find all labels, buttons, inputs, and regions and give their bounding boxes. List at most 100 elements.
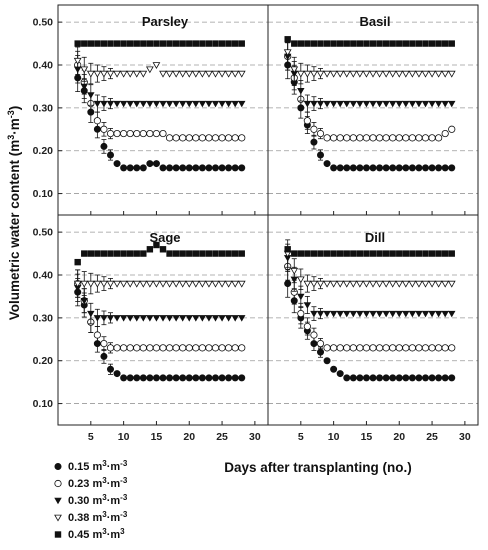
data-point	[408, 134, 416, 142]
series-0.15	[284, 269, 456, 382]
data-point	[349, 70, 358, 78]
data-point	[356, 134, 364, 142]
data-point	[356, 344, 364, 352]
data-point	[172, 70, 181, 78]
data-point	[212, 250, 219, 257]
data-point	[93, 315, 102, 322]
data-point	[395, 70, 404, 78]
data-point	[159, 100, 167, 108]
data-point	[192, 344, 200, 352]
data-point	[126, 164, 134, 172]
data-point	[86, 70, 95, 78]
data-point	[139, 280, 148, 288]
data-point	[166, 40, 173, 47]
data-point	[421, 280, 430, 288]
data-point	[179, 344, 187, 352]
data-point	[389, 134, 397, 142]
data-point	[336, 164, 344, 172]
data-point	[402, 134, 410, 142]
legend-marker	[54, 479, 62, 488]
data-point	[402, 344, 410, 352]
y-tick-label: 0.30	[33, 102, 54, 114]
data-point	[408, 280, 417, 288]
data-point	[87, 250, 95, 257]
data-point	[349, 374, 357, 382]
series-0.23	[284, 42, 456, 142]
series-0.23	[284, 252, 456, 352]
data-point	[225, 250, 232, 257]
data-point	[435, 344, 443, 352]
data-point	[231, 40, 239, 47]
data-point	[316, 129, 325, 138]
data-point	[179, 250, 186, 257]
data-point	[303, 302, 312, 309]
data-point	[145, 66, 154, 74]
data-point	[402, 374, 410, 382]
data-point	[435, 40, 442, 47]
data-point	[382, 280, 391, 288]
data-point	[186, 40, 193, 47]
data-point	[441, 40, 449, 47]
data-point	[139, 374, 147, 382]
data-point	[428, 164, 436, 172]
data-point	[336, 280, 345, 288]
data-point	[172, 134, 180, 142]
y-axis-label: Volumetric water content (m3·m-3)	[6, 106, 22, 321]
data-point	[133, 374, 141, 382]
data-point	[304, 40, 311, 47]
data-point	[185, 100, 193, 108]
data-point	[185, 344, 193, 352]
data-point	[119, 100, 128, 108]
data-point	[218, 250, 226, 257]
data-point	[441, 100, 449, 108]
data-point	[329, 70, 338, 78]
data-point	[291, 250, 298, 257]
data-point	[211, 280, 220, 288]
data-point	[133, 164, 141, 172]
data-point	[211, 100, 220, 108]
data-point	[231, 374, 239, 382]
data-point	[415, 374, 423, 382]
data-point	[139, 70, 148, 78]
series-0.45	[284, 246, 455, 257]
data-point	[323, 344, 331, 352]
data-point	[408, 164, 416, 172]
data-point	[415, 134, 423, 142]
data-point	[178, 280, 187, 288]
data-point	[376, 40, 383, 47]
data-point	[172, 280, 181, 288]
y-tick-label: 0.50	[33, 227, 54, 239]
data-point	[283, 49, 292, 57]
data-point	[389, 164, 397, 172]
data-point	[421, 134, 430, 142]
x-tick-label: 10	[328, 431, 340, 443]
data-point	[382, 100, 390, 108]
legend-item: 0.30 m3·m-3	[54, 493, 128, 507]
data-point	[395, 344, 403, 352]
data-point	[375, 134, 384, 142]
data-point	[179, 134, 187, 142]
data-point	[218, 280, 226, 288]
data-point	[369, 164, 377, 172]
data-point	[441, 310, 449, 318]
data-point	[140, 250, 147, 257]
data-point	[421, 344, 430, 352]
data-point	[198, 315, 207, 322]
data-point	[441, 250, 449, 257]
data-point	[441, 164, 449, 172]
data-point	[362, 344, 371, 352]
x-axis-label: Days after transplanting (no.)	[224, 460, 412, 475]
data-point	[87, 40, 95, 47]
data-point	[330, 365, 338, 373]
data-point	[172, 315, 180, 322]
data-point	[93, 280, 102, 288]
data-point	[316, 339, 325, 348]
data-point	[159, 246, 167, 253]
data-point	[192, 374, 200, 382]
data-point	[356, 164, 364, 172]
data-point	[152, 344, 161, 352]
data-point	[369, 344, 377, 352]
data-point	[415, 40, 423, 47]
data-point	[224, 315, 233, 322]
data-point	[421, 100, 430, 108]
